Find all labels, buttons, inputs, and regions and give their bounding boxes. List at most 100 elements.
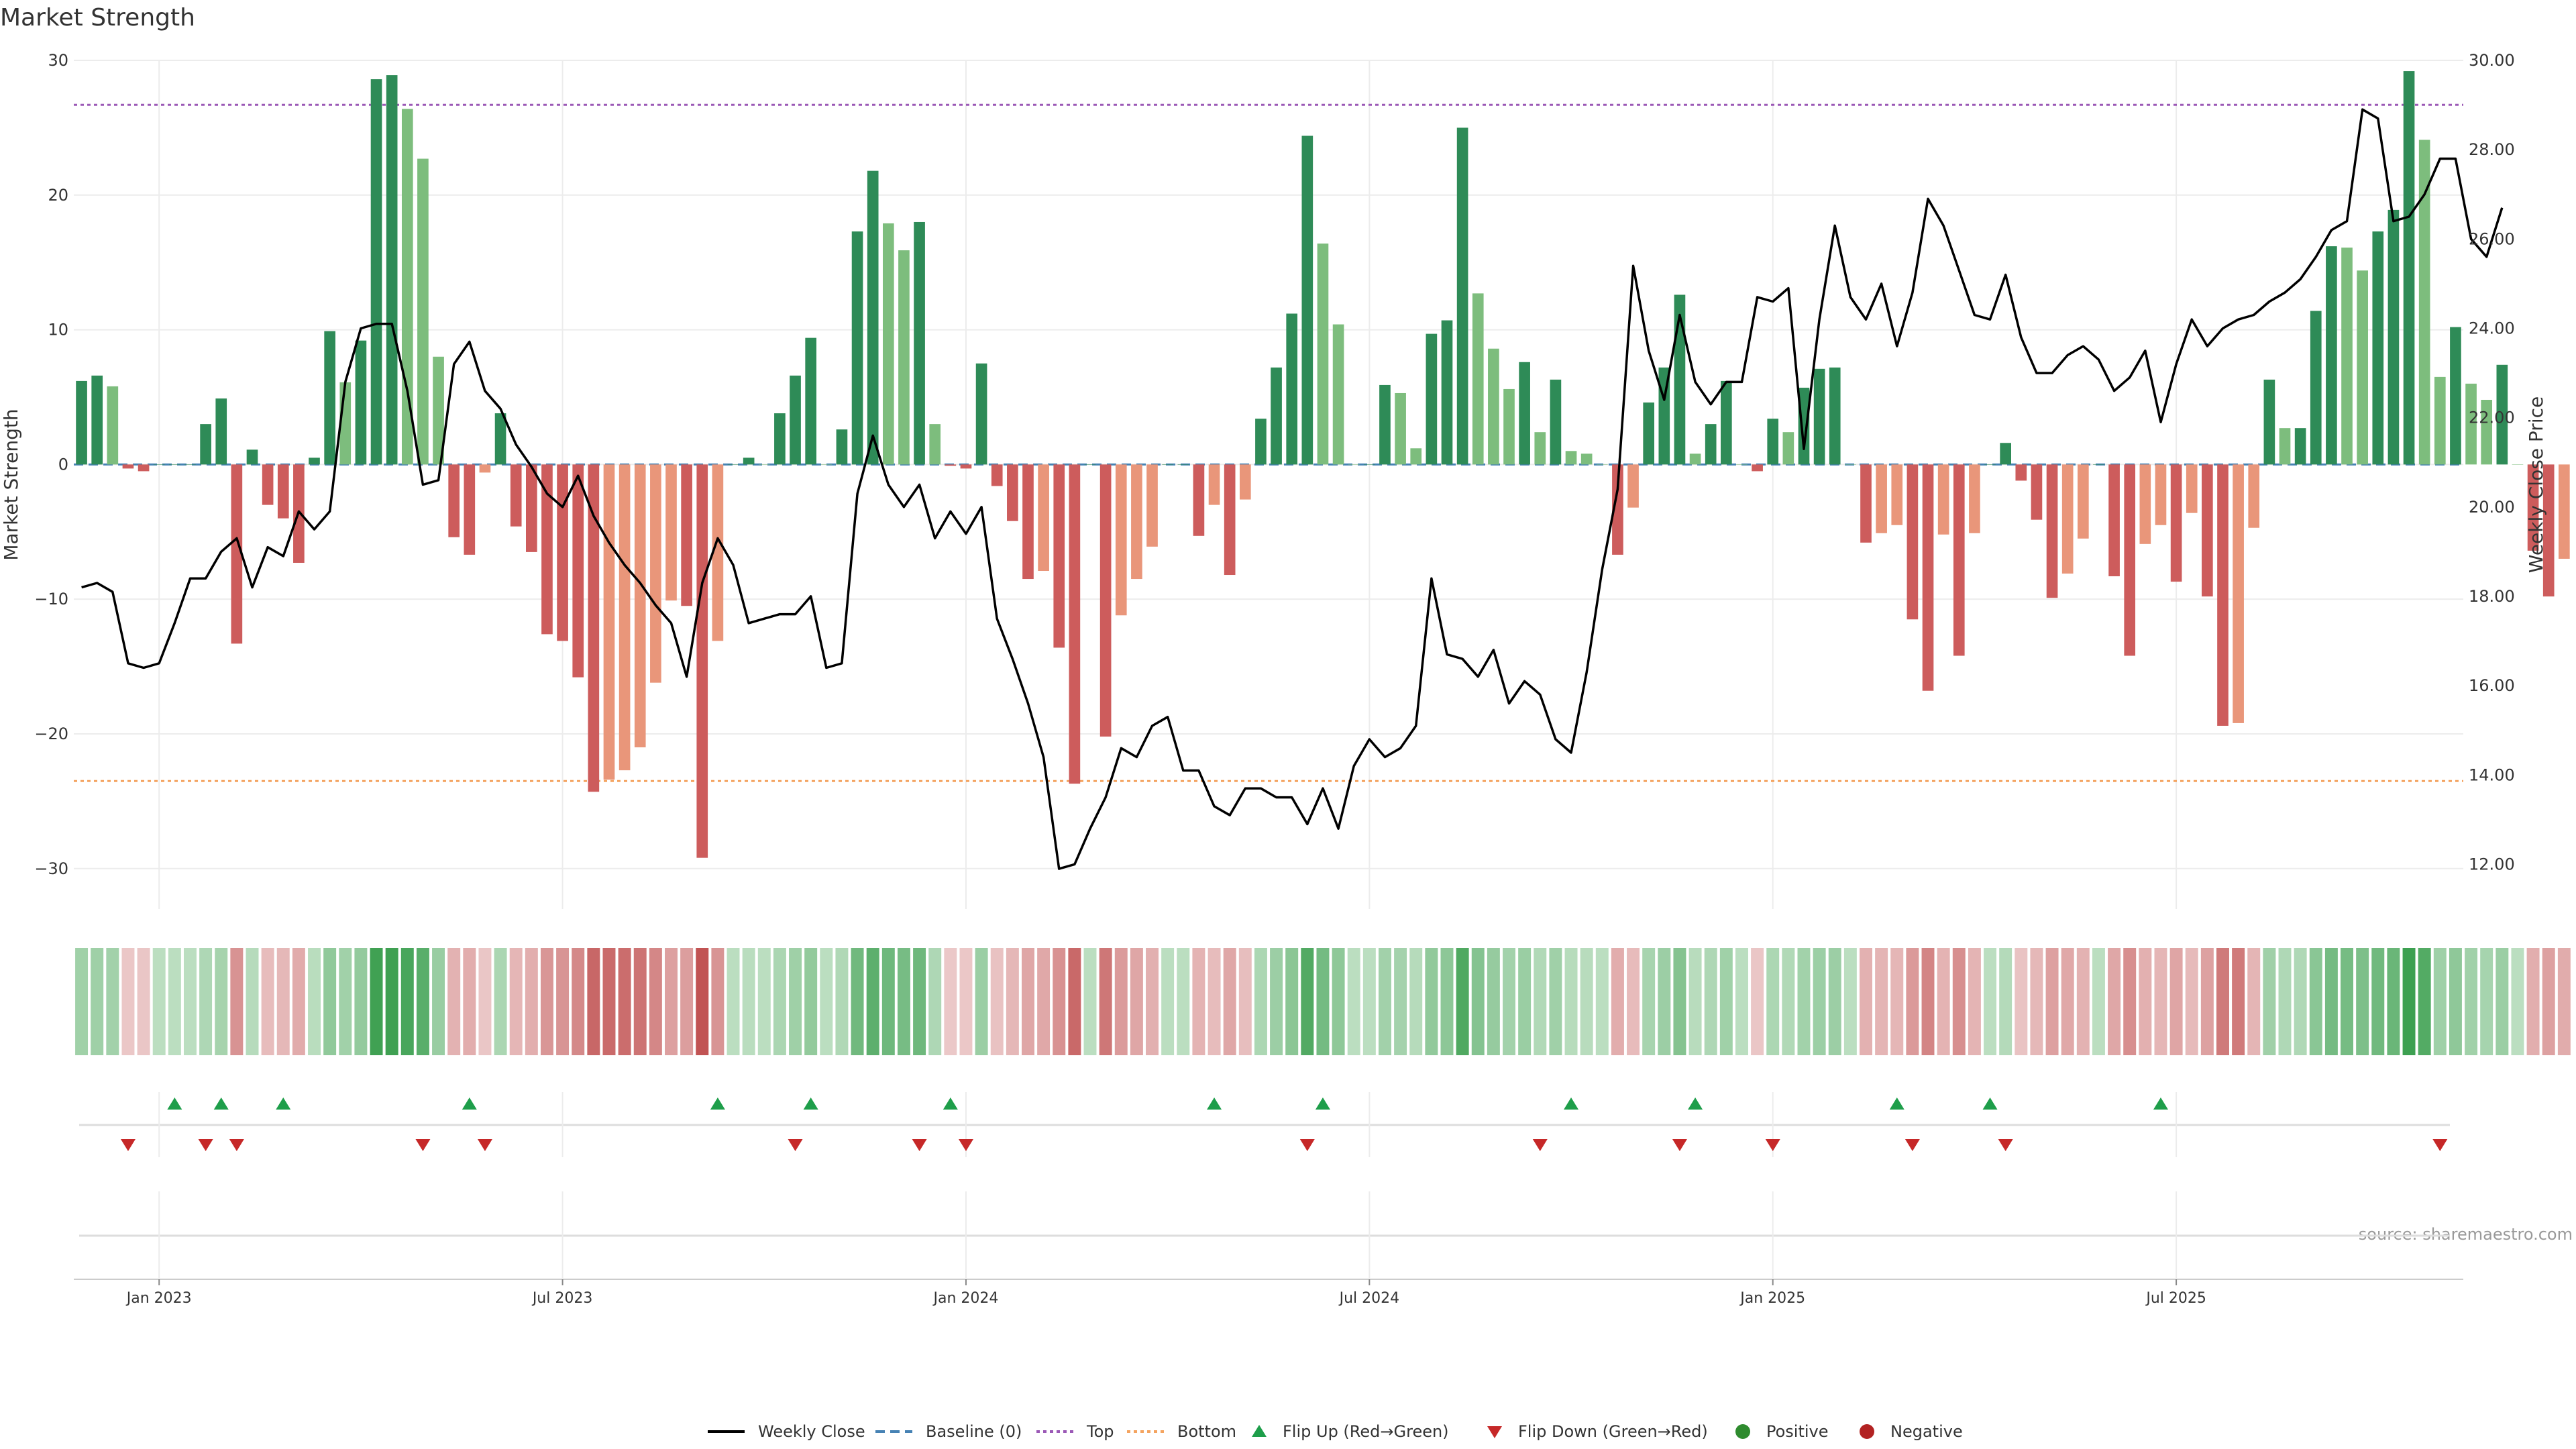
strength-bar (681, 464, 692, 606)
heat-cell (2263, 948, 2276, 1055)
heat-cell (1782, 948, 1795, 1055)
strength-bar (603, 464, 615, 780)
strength-bar (184, 464, 196, 465)
strength-bar (2465, 383, 2477, 465)
heat-cell (618, 948, 631, 1055)
legend-label: Baseline (0) (926, 1422, 1022, 1441)
heat-cell (1177, 948, 1190, 1055)
heat-cell (897, 948, 910, 1055)
strength-bar (1860, 464, 1872, 543)
heat-cell (680, 948, 694, 1055)
legend-label: Flip Down (Green→Red) (1518, 1422, 1708, 1441)
heat-cell (1471, 948, 1485, 1055)
weekly-close-series (81, 108, 2504, 870)
heat-cell (168, 948, 181, 1055)
heat-cell (1409, 948, 1423, 1055)
strength-bar (2233, 464, 2244, 723)
heat-cell (199, 948, 213, 1055)
date-tick-label: Jul 2025 (2145, 1290, 2206, 1307)
strength-bar (1534, 432, 1546, 465)
left-tick-label: 30 (48, 51, 68, 70)
heat-cell (1875, 948, 1888, 1055)
heat-cell (339, 948, 352, 1055)
left-tick-label: −10 (34, 590, 68, 608)
strength-bar (1146, 464, 1158, 547)
strength-bar (494, 413, 506, 465)
strength-bar (1084, 464, 1096, 465)
heat-cell (1673, 948, 1686, 1055)
strength-bar (557, 464, 568, 641)
right-tick-label: 16.00 (2469, 676, 2515, 695)
strength-heat-strip (75, 948, 2571, 1055)
strength-bar (851, 231, 863, 465)
left-tick-label: −30 (34, 859, 68, 878)
flip-up-marker (167, 1097, 182, 1110)
heat-cell (106, 948, 119, 1055)
heat-cell (1270, 948, 1283, 1055)
heat-cell (2030, 948, 2043, 1055)
flip-up-marker (2153, 1097, 2168, 1110)
strength-bar (929, 424, 941, 465)
strength-bar (867, 170, 879, 465)
heat-cell (1580, 948, 1593, 1055)
strength-bar (790, 375, 801, 465)
legend-label: Positive (1766, 1422, 1829, 1441)
sign-panel (79, 1191, 2450, 1278)
heat-cell (2526, 948, 2540, 1055)
strength-bar (1208, 464, 1220, 505)
flip-up-marker (462, 1097, 477, 1110)
heat-cell (1285, 948, 1299, 1055)
heat-cell (1890, 948, 1904, 1055)
strength-bar (1550, 379, 1562, 465)
heat-cell (1564, 948, 1578, 1055)
strength-bar (2450, 327, 2461, 465)
strength-bar (1736, 464, 1748, 465)
strength-bar (1022, 464, 1034, 580)
strength-bar (1007, 464, 1018, 521)
strength-bar (882, 223, 894, 465)
strength-bar (836, 429, 848, 465)
heat-cell (851, 948, 864, 1055)
strength-bar (2248, 464, 2260, 528)
strength-bar (1503, 388, 1515, 465)
strength-bar (2357, 270, 2368, 465)
heat-cell (1611, 948, 1624, 1055)
heat-cell (75, 948, 89, 1055)
heat-cell (1642, 948, 1656, 1055)
heat-cell (152, 948, 166, 1055)
heat-cell (2247, 948, 2261, 1055)
strength-bar (1364, 464, 1375, 465)
date-tick-label: Jul 2024 (1338, 1290, 1400, 1307)
strength-bar (324, 331, 335, 465)
heat-cell (1937, 948, 1950, 1055)
right-tick-label: 12.00 (2469, 855, 2515, 873)
heat-cell (2542, 948, 2555, 1055)
source-label: source: sharemaestro.com (2359, 1225, 2573, 1244)
strength-bar (774, 413, 786, 465)
heat-cell (2185, 948, 2198, 1055)
strength-bar (1782, 432, 1794, 465)
strength-bar (619, 464, 631, 771)
heat-cell (742, 948, 755, 1055)
strength-bar (2434, 376, 2446, 465)
heat-cell (1735, 948, 1748, 1055)
heat-cell (1797, 948, 1811, 1055)
legend-swatch (1860, 1424, 1874, 1439)
heat-cell (2324, 948, 2338, 1055)
strength-bar (1379, 384, 1391, 465)
strength-bar (2341, 248, 2353, 465)
strength-bar (2418, 140, 2430, 465)
strength-bar (1395, 392, 1406, 465)
strength-bar (2263, 379, 2275, 465)
heat-cell (2309, 948, 2322, 1055)
strength-bar (2046, 464, 2058, 598)
right-axis-label: Weekly Close Price (2525, 396, 2547, 573)
strength-bar (1767, 419, 1779, 465)
strength-bar (2077, 464, 2089, 539)
heat-cell (2387, 948, 2400, 1055)
strength-bar (1984, 464, 1996, 465)
date-tick-label: Jan 2025 (1739, 1290, 1805, 1307)
right-tick-label: 14.00 (2469, 765, 2515, 784)
strength-bar (262, 464, 274, 505)
heat-cell (633, 948, 647, 1055)
